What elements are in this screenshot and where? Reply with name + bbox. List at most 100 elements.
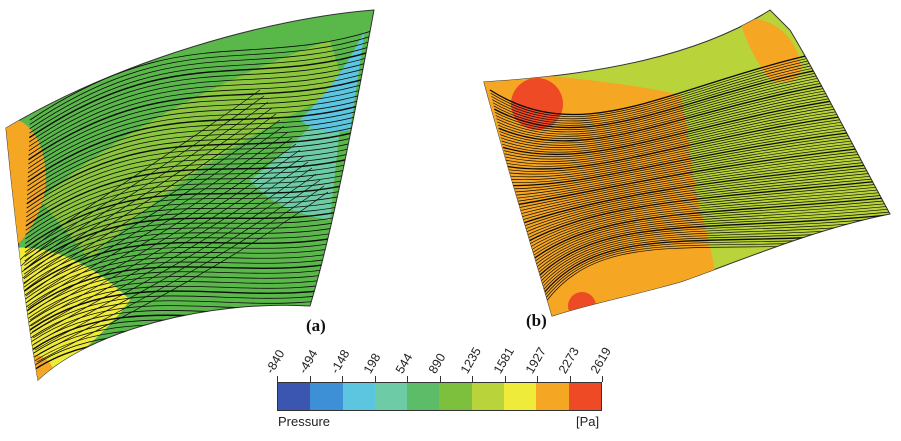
panel-a-streamline — [25, 151, 374, 227]
colorbar-band — [439, 383, 472, 410]
panel-a-streamline — [23, 113, 277, 285]
colorbar-band — [342, 383, 375, 410]
panel-b-orange-region — [484, 70, 720, 316]
panel-b-streamline — [510, 120, 890, 181]
panel-b-streamline — [511, 126, 890, 187]
panel-b-streamline — [534, 219, 890, 288]
panel-b-streamline — [500, 83, 890, 148]
panel-a-streamline — [28, 80, 374, 165]
panel-b-streamline — [518, 152, 890, 215]
panel-b-streamline — [507, 108, 890, 170]
colorbar-band — [407, 383, 440, 410]
panel-b-streamline — [513, 135, 890, 196]
panel-b-streamline — [531, 207, 890, 276]
panel-b-streamline — [503, 94, 890, 158]
panel-b-streamline — [512, 129, 890, 190]
colorbar-unit: [Pa] — [576, 414, 600, 429]
panel-a-streamline — [25, 161, 374, 235]
panel-b-label: (b) — [526, 311, 547, 330]
panel-a-label: (a) — [306, 316, 326, 335]
colorbar-tick-mark — [342, 376, 343, 382]
panel-b-streamline — [533, 213, 890, 282]
colorbar-tick-mark — [472, 376, 473, 382]
panel-a-streamline — [26, 116, 374, 196]
panel-a-streamline — [26, 141, 374, 218]
panel-a-streamline — [21, 101, 269, 273]
panel-a-streamline — [28, 49, 374, 139]
panel-b-streamline — [529, 199, 890, 266]
colorbar-tick-mark — [537, 376, 538, 382]
panel-b-streamline — [530, 201, 890, 269]
colorbar-tick-mark — [439, 376, 441, 382]
panel-b-streamline — [502, 88, 890, 153]
panel-a-streamline — [26, 125, 374, 205]
panel-b-streamline — [513, 132, 890, 193]
panel-a-streamline — [25, 166, 374, 240]
panel-a-streamline — [28, 75, 374, 161]
panel-b-streamline — [524, 178, 890, 244]
panel-a-streamline — [25, 171, 374, 244]
panel-b-streamline — [519, 158, 890, 222]
panel-b-streamline — [523, 172, 890, 237]
panel-a-streamline — [28, 60, 374, 147]
panel-b-streamline — [521, 167, 890, 231]
panel-b-streamline — [532, 210, 890, 279]
panel-a-streamline — [35, 185, 325, 357]
panel-b-streamline — [528, 193, 890, 260]
colorbar-tick-mark — [504, 376, 506, 382]
panel-b-streamline — [527, 190, 890, 257]
panel-a-streamline — [20, 95, 265, 267]
colorbar-band — [278, 383, 311, 410]
panel-b-streamline — [535, 222, 890, 292]
colorbar-band — [471, 383, 505, 410]
panel-a-streamline — [27, 95, 374, 178]
panel-b-streamline — [509, 117, 890, 178]
colorbar-tick-mark — [602, 376, 603, 382]
panel-a-streamline — [27, 105, 374, 187]
panel-a-streamline — [29, 34, 374, 125]
panel-a-streamline — [27, 85, 374, 169]
panel-a-streamline — [27, 100, 374, 183]
panel-a-streamline — [23, 207, 374, 275]
colorbar-title: Pressure — [278, 414, 331, 429]
panel-b-streamline — [520, 161, 890, 225]
colorbar-band — [504, 383, 537, 410]
panel-a-streamline — [26, 121, 374, 200]
colorbar-tick-mark — [277, 376, 278, 382]
panel-a-streamline — [36, 191, 329, 363]
panel-a-streamline — [19, 89, 261, 261]
panel-a-streamline — [22, 227, 374, 293]
panel-b-streamline — [533, 216, 890, 285]
panel-b-streamline — [508, 112, 890, 172]
colorbar-tick-mark — [569, 376, 571, 382]
panel-b-streamline — [504, 97, 890, 160]
panel-b-streamline — [523, 175, 890, 241]
colorbar-tick-mark — [374, 376, 376, 382]
panel-a-cyan-region — [300, 30, 365, 132]
panel-b-streamline — [502, 91, 890, 156]
panel-b-streamline — [516, 146, 890, 209]
panel-b-streamline — [525, 181, 890, 247]
panel-a-streamline — [29, 44, 374, 134]
panel-a-streamline — [23, 222, 374, 288]
panel-a-streamline — [24, 187, 374, 257]
colorbar-band — [568, 383, 601, 410]
panel-a-streamline — [33, 173, 317, 345]
panel-a-streamline — [31, 161, 309, 333]
panel-b-streamline — [514, 138, 890, 199]
panel-a-streamline — [29, 149, 301, 321]
panel-b-red-spot-bottom — [568, 292, 596, 316]
panel-b-streamline — [511, 123, 890, 183]
colorbar-tick-mark — [309, 376, 311, 382]
panel-a-streamline — [28, 65, 374, 152]
colorbar-band — [310, 383, 343, 410]
pressure-colorbar — [277, 382, 602, 411]
panel-a-streamline — [26, 131, 374, 209]
colorbar-band — [374, 383, 408, 410]
panel-b-streamline — [518, 155, 890, 218]
panel-a-streamline — [28, 55, 374, 143]
panel-a-streamline — [26, 131, 289, 303]
panel-b-streamline — [526, 184, 890, 250]
panel-a-streamline — [24, 192, 374, 262]
panel-a-streamline — [28, 143, 297, 315]
